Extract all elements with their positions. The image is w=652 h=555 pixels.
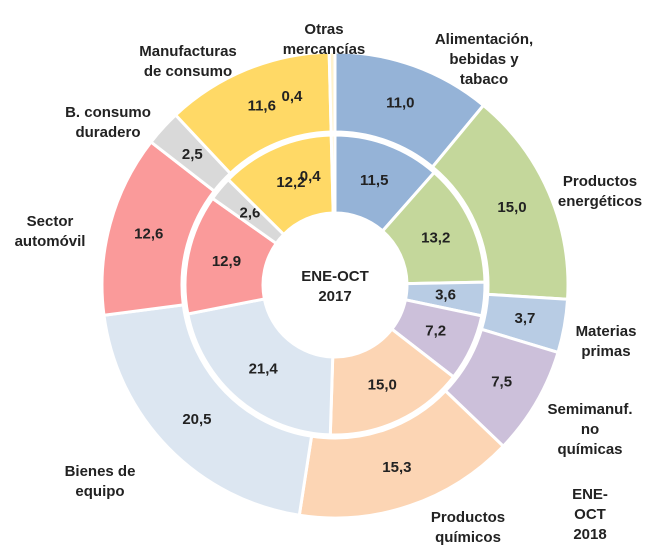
- category-label: Sector automóvil: [14, 213, 86, 250]
- center-label: ENE-OCT 2017: [301, 268, 369, 305]
- value-label: 12,6: [134, 225, 163, 242]
- value-label: 15,3: [382, 459, 411, 476]
- value-label: 20,5: [182, 411, 211, 428]
- outer-ring-label: ENE-OCT 2018: [572, 486, 608, 543]
- donut-segment: [186, 297, 335, 437]
- category-label: B. consumo duradero: [65, 104, 151, 141]
- value-label: 7,5: [491, 373, 512, 390]
- value-label: 7,2: [425, 323, 446, 340]
- category-label: Productos energéticos: [557, 173, 643, 210]
- value-label: 11,0: [386, 94, 414, 111]
- value-label: 15,0: [368, 376, 397, 393]
- donut-segment: [327, 50, 337, 134]
- value-label: 3,6: [435, 286, 456, 303]
- value-label: 2,5: [182, 146, 203, 163]
- value-label: 13,2: [421, 229, 450, 246]
- value-label: 11,6: [248, 97, 276, 114]
- value-label: 0,4: [281, 88, 303, 105]
- category-label: Bienes de equipo: [64, 463, 136, 500]
- value-label: 11,5: [360, 172, 388, 189]
- category-label: Alimentación, bebidas y tabaco: [434, 31, 534, 88]
- category-label: Semimanuf. no químicas: [547, 401, 633, 458]
- category-label: Productos químicos: [430, 509, 506, 546]
- value-label: 2,6: [239, 205, 260, 222]
- value-label: 12,9: [212, 253, 241, 270]
- value-label: 12,2: [276, 174, 305, 191]
- category-label: Otras mercancías: [282, 21, 366, 58]
- value-label: 15,0: [497, 199, 526, 216]
- category-label: Manufacturas de consumo: [139, 43, 237, 80]
- donut-segment: [329, 133, 337, 215]
- value-label: 0,4: [300, 168, 322, 185]
- value-label: 21,4: [249, 361, 279, 378]
- value-label: 3,7: [515, 310, 536, 327]
- category-label: Materias primas: [575, 323, 637, 360]
